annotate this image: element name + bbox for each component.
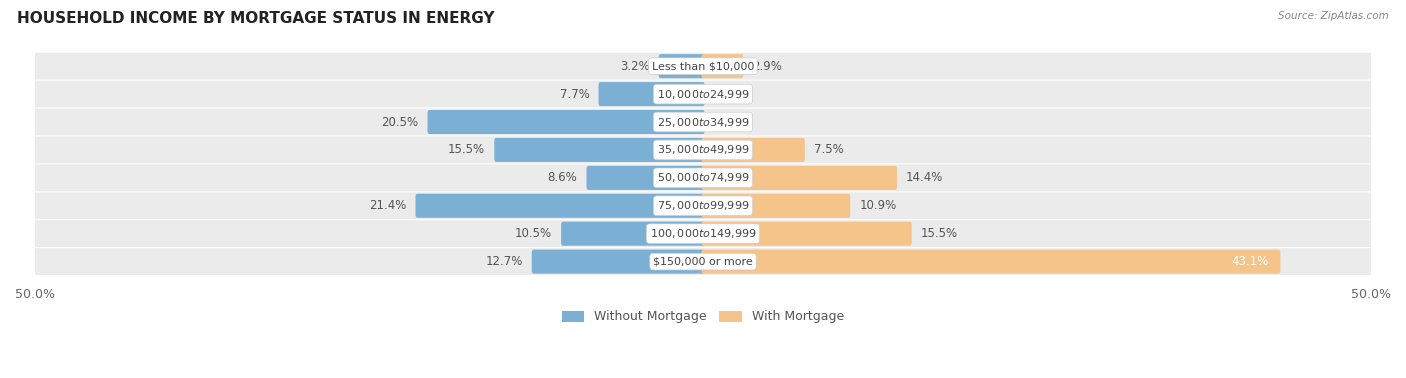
Text: HOUSEHOLD INCOME BY MORTGAGE STATUS IN ENERGY: HOUSEHOLD INCOME BY MORTGAGE STATUS IN E…: [17, 11, 495, 26]
Text: 0.0%: 0.0%: [714, 116, 744, 129]
Text: $25,000 to $34,999: $25,000 to $34,999: [657, 116, 749, 129]
FancyBboxPatch shape: [702, 166, 897, 190]
Text: 21.4%: 21.4%: [368, 199, 406, 212]
FancyBboxPatch shape: [702, 249, 1281, 274]
FancyBboxPatch shape: [702, 138, 804, 162]
Legend: Without Mortgage, With Mortgage: Without Mortgage, With Mortgage: [557, 305, 849, 328]
FancyBboxPatch shape: [702, 194, 851, 218]
Text: 8.6%: 8.6%: [548, 171, 578, 184]
FancyBboxPatch shape: [35, 192, 1371, 219]
FancyBboxPatch shape: [35, 248, 1371, 275]
FancyBboxPatch shape: [35, 108, 1371, 135]
FancyBboxPatch shape: [35, 136, 1371, 163]
FancyBboxPatch shape: [586, 166, 704, 190]
FancyBboxPatch shape: [702, 54, 744, 78]
Text: Source: ZipAtlas.com: Source: ZipAtlas.com: [1278, 11, 1389, 21]
Text: $150,000 or more: $150,000 or more: [654, 257, 752, 266]
Text: 14.4%: 14.4%: [905, 171, 943, 184]
FancyBboxPatch shape: [531, 249, 704, 274]
FancyBboxPatch shape: [35, 53, 1371, 80]
Text: 10.5%: 10.5%: [515, 227, 553, 240]
Text: 7.7%: 7.7%: [560, 88, 589, 101]
Text: 3.2%: 3.2%: [620, 60, 650, 73]
Text: 2.9%: 2.9%: [752, 60, 782, 73]
Text: $100,000 to $149,999: $100,000 to $149,999: [650, 227, 756, 240]
FancyBboxPatch shape: [599, 82, 704, 106]
Text: 12.7%: 12.7%: [485, 255, 523, 268]
FancyBboxPatch shape: [35, 81, 1371, 107]
Text: 7.5%: 7.5%: [814, 143, 844, 156]
Text: 10.9%: 10.9%: [859, 199, 897, 212]
FancyBboxPatch shape: [427, 110, 704, 134]
Text: 43.1%: 43.1%: [1230, 255, 1268, 268]
FancyBboxPatch shape: [495, 138, 704, 162]
FancyBboxPatch shape: [35, 164, 1371, 191]
FancyBboxPatch shape: [702, 222, 911, 246]
FancyBboxPatch shape: [561, 222, 704, 246]
Text: $50,000 to $74,999: $50,000 to $74,999: [657, 171, 749, 184]
Text: 0.0%: 0.0%: [714, 88, 744, 101]
FancyBboxPatch shape: [658, 54, 704, 78]
Text: 15.5%: 15.5%: [921, 227, 957, 240]
Text: $75,000 to $99,999: $75,000 to $99,999: [657, 199, 749, 212]
FancyBboxPatch shape: [35, 220, 1371, 247]
Text: 20.5%: 20.5%: [381, 116, 419, 129]
FancyBboxPatch shape: [416, 194, 704, 218]
Text: $35,000 to $49,999: $35,000 to $49,999: [657, 143, 749, 156]
Text: 15.5%: 15.5%: [449, 143, 485, 156]
Text: Less than $10,000: Less than $10,000: [652, 61, 754, 71]
Text: $10,000 to $24,999: $10,000 to $24,999: [657, 88, 749, 101]
